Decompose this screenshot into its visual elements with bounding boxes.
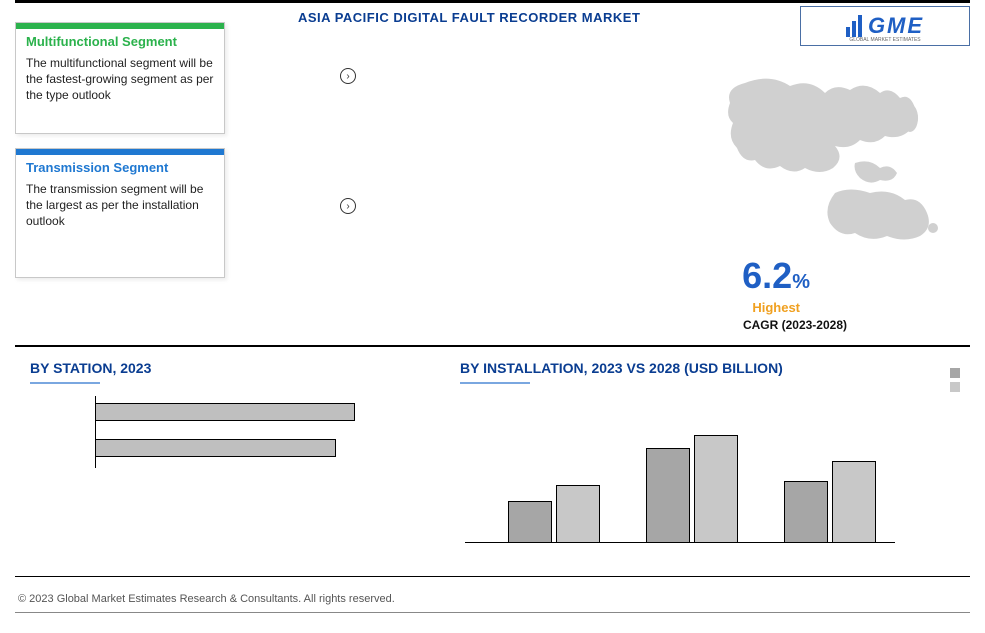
brand-logo: GME GLOBAL MARKET ESTIMATES	[800, 6, 970, 46]
legend-swatch	[950, 382, 960, 392]
hbar-track	[95, 403, 420, 421]
cagr-label: Highest	[752, 300, 800, 315]
section-divider-bottom	[15, 576, 970, 577]
hbar-row	[30, 436, 420, 460]
bar-group	[499, 485, 609, 543]
segment-card: Transmission Segment The transmission se…	[15, 148, 225, 278]
legend-item	[950, 368, 965, 378]
bar-group	[637, 435, 747, 543]
bottom-border	[15, 612, 970, 613]
top-border	[15, 0, 970, 3]
hbar-track	[95, 439, 420, 457]
cagr-value: 6.2%	[742, 255, 810, 297]
vbar	[784, 481, 828, 543]
station-chart	[30, 400, 420, 472]
segment-card: Multifunctional Segment The multifunctio…	[15, 22, 225, 134]
legend-swatch	[950, 368, 960, 378]
logo-bars-icon	[846, 15, 862, 37]
vbar	[508, 501, 552, 543]
hbar-row	[30, 400, 420, 424]
cagr-number: 6.2	[742, 255, 792, 296]
install-title: BY INSTALLATION, 2023 VS 2028 (USD BILLI…	[460, 360, 783, 376]
card-title: Multifunctional Segment	[16, 29, 224, 51]
card-body: The transmission segment will be the lar…	[16, 177, 224, 240]
install-legend	[950, 368, 965, 396]
logo-text: GME	[868, 13, 924, 39]
chevron-right-icon: ›	[340, 68, 356, 84]
install-underline	[460, 382, 530, 384]
bullet-point: ›	[340, 68, 670, 84]
station-underline	[30, 382, 100, 384]
card-body: The multifunctional segment will be the …	[16, 51, 224, 114]
section-divider	[15, 345, 970, 347]
legend-item	[950, 382, 965, 392]
bullet-point: ›	[340, 198, 670, 214]
page-title: ASIA PACIFIC DIGITAL FAULT RECORDER MARK…	[298, 10, 640, 25]
asia-pacific-map	[715, 68, 955, 248]
cagr-range: CAGR (2023-2028)	[743, 318, 847, 332]
bar-group	[775, 461, 885, 543]
chevron-right-icon: ›	[340, 198, 356, 214]
vbar	[832, 461, 876, 543]
copyright: © 2023 Global Market Estimates Research …	[18, 593, 395, 605]
cagr-percent: %	[792, 271, 810, 293]
install-chart	[445, 400, 935, 565]
map-shape	[728, 79, 938, 240]
hbar-fill	[95, 439, 336, 457]
vbar	[556, 485, 600, 543]
station-title: BY STATION, 2023	[30, 360, 151, 376]
vbar	[694, 435, 738, 543]
logo-subtitle: GLOBAL MARKET ESTIMATES	[801, 37, 969, 43]
card-title: Transmission Segment	[16, 155, 224, 177]
vbar	[646, 448, 690, 543]
hbar-fill	[95, 403, 355, 421]
